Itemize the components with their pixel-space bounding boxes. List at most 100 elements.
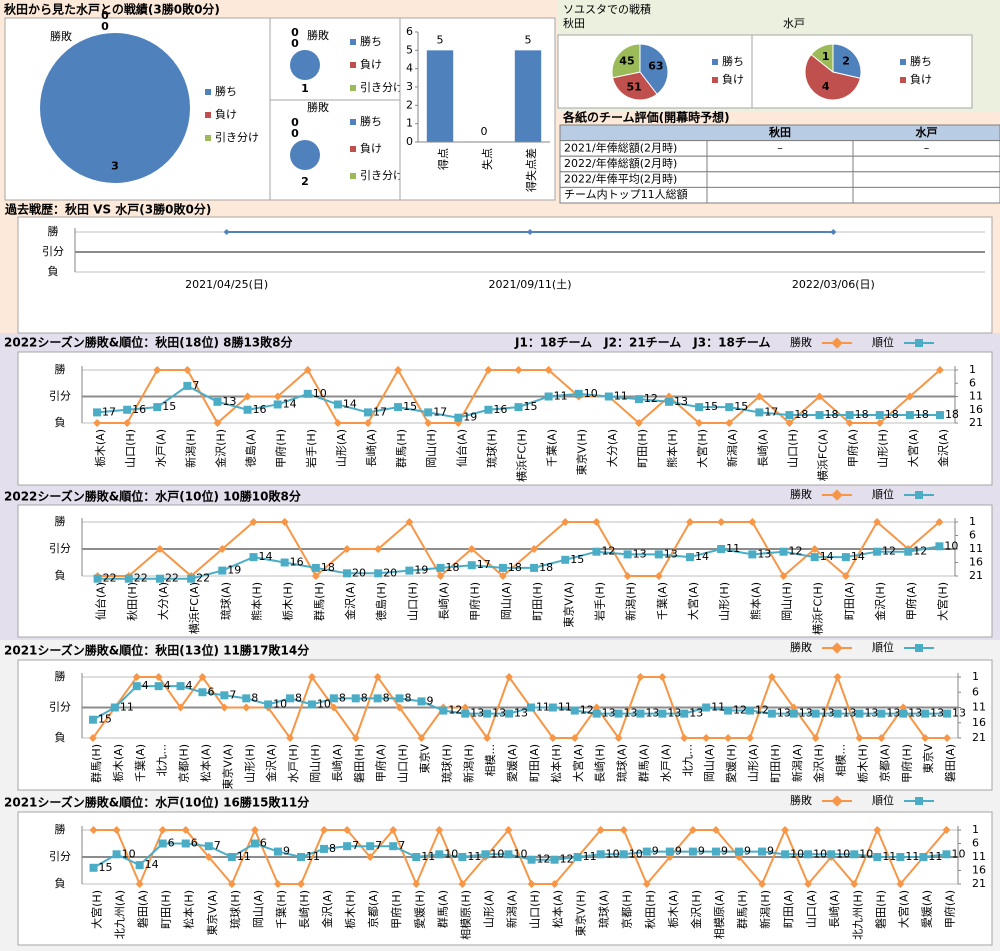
marker [711, 826, 720, 834]
data-label: 18 [885, 408, 899, 421]
table-row-label: チーム内トップ11人総額 [564, 187, 688, 201]
x-tick-label: 岩手(H) [592, 582, 606, 621]
marker [544, 366, 553, 374]
x-tick-label: 長崎(A) [755, 429, 769, 467]
x-tick-label: 岡山(H) [309, 744, 322, 783]
marker [711, 847, 720, 856]
pie-title: 勝敗 [307, 100, 329, 114]
marker [815, 411, 824, 420]
data-label: 11 [905, 850, 919, 863]
pie-title: 水戸 [783, 17, 805, 30]
legend-swatch [712, 59, 718, 65]
marker [343, 842, 352, 851]
marker [389, 826, 398, 834]
data-label: 13 [633, 547, 647, 560]
data-label: 13 [222, 395, 236, 408]
legend-label: 引き分け [215, 130, 259, 144]
marker [779, 572, 788, 580]
legend-label: 勝敗 [790, 487, 812, 501]
data-label: 19 [414, 564, 428, 577]
marker [619, 826, 628, 834]
marker [935, 518, 944, 526]
data-label: 20 [383, 566, 397, 579]
marker [220, 691, 229, 700]
data-label: 12 [560, 853, 574, 866]
marker [527, 229, 533, 235]
pie-slice [810, 43, 834, 74]
marker [405, 566, 414, 575]
x-tick-label: 長崎(A) [827, 890, 841, 928]
x-tick-label: 長崎(A) [364, 429, 378, 467]
data-label: 9 [426, 694, 433, 707]
marker [548, 734, 557, 742]
marker [685, 553, 694, 562]
legend-label: 引き分け [360, 168, 404, 182]
marker [785, 411, 794, 420]
marker [286, 694, 295, 703]
table-cell [852, 171, 1000, 188]
legend-swatch [712, 77, 718, 83]
data-label: 20 [352, 566, 366, 579]
x-tick-label: 新潟(A) [725, 429, 739, 467]
marker [789, 709, 798, 718]
x-tick-label: 大宮(A) [896, 890, 910, 928]
data-label: 0 [101, 20, 109, 33]
marker [297, 880, 305, 888]
marker [935, 366, 944, 374]
marker [767, 673, 776, 681]
marker [745, 734, 754, 742]
data-label: 22 [196, 572, 210, 585]
marker [850, 880, 859, 888]
data-label: 45 [619, 54, 634, 67]
marker [454, 413, 463, 422]
marker [412, 880, 421, 888]
data-label: 10 [790, 847, 804, 860]
data-label: 15 [704, 400, 718, 413]
marker [343, 569, 352, 578]
data-label: 7 [352, 839, 359, 852]
legend-swatch [350, 39, 356, 45]
x-tick-label: 金沢(H) [812, 744, 826, 783]
marker [435, 826, 444, 834]
marker [458, 880, 467, 888]
data-label: 22 [134, 572, 148, 585]
y-tick-label: 負 [55, 416, 66, 429]
marker [181, 826, 190, 834]
x-tick-label: 町田(H) [160, 890, 173, 929]
x-tick-label: 新潟(H) [183, 429, 197, 468]
legend-label: 順位 [872, 793, 894, 807]
x-tick-label: 甲府(H) [274, 429, 288, 468]
marker [702, 734, 711, 742]
marker [758, 847, 767, 856]
marker [158, 839, 167, 848]
legend-label: 順位 [872, 487, 894, 501]
data-label: 10 [122, 847, 136, 860]
x-tick-label: 群馬(H) [312, 582, 326, 621]
marker [498, 572, 507, 580]
y-tick-label: 0 [406, 135, 413, 148]
marker [366, 842, 375, 851]
marker [343, 545, 352, 553]
legend-swatch [205, 112, 211, 118]
marker [405, 518, 414, 526]
data-label: 12 [733, 704, 747, 717]
marker [845, 419, 854, 427]
data-label: 18 [794, 408, 808, 421]
marker [905, 411, 914, 420]
data-label: 10 [836, 847, 850, 860]
x-tick-label: 東京V(H) [574, 890, 588, 936]
x-tick-label: 千葉(A) [133, 744, 147, 782]
marker [389, 842, 398, 851]
marker [307, 673, 316, 681]
marker [935, 542, 944, 551]
data-label: 14 [851, 550, 865, 563]
chart-title: 2021シーズン勝敗&順位：水戸(10位) 16勝15敗11分 [4, 795, 309, 810]
x-tick-label: 熊本(A) [748, 582, 762, 620]
legend-marker [915, 339, 923, 347]
data-label: 17 [477, 558, 491, 571]
x-tick-label: 松本(A) [198, 744, 212, 782]
x-tick-label: 金沢(A) [936, 429, 950, 467]
pie-slice [804, 53, 861, 101]
legend-marker [831, 489, 843, 501]
legend-label: 勝ち [722, 54, 744, 68]
